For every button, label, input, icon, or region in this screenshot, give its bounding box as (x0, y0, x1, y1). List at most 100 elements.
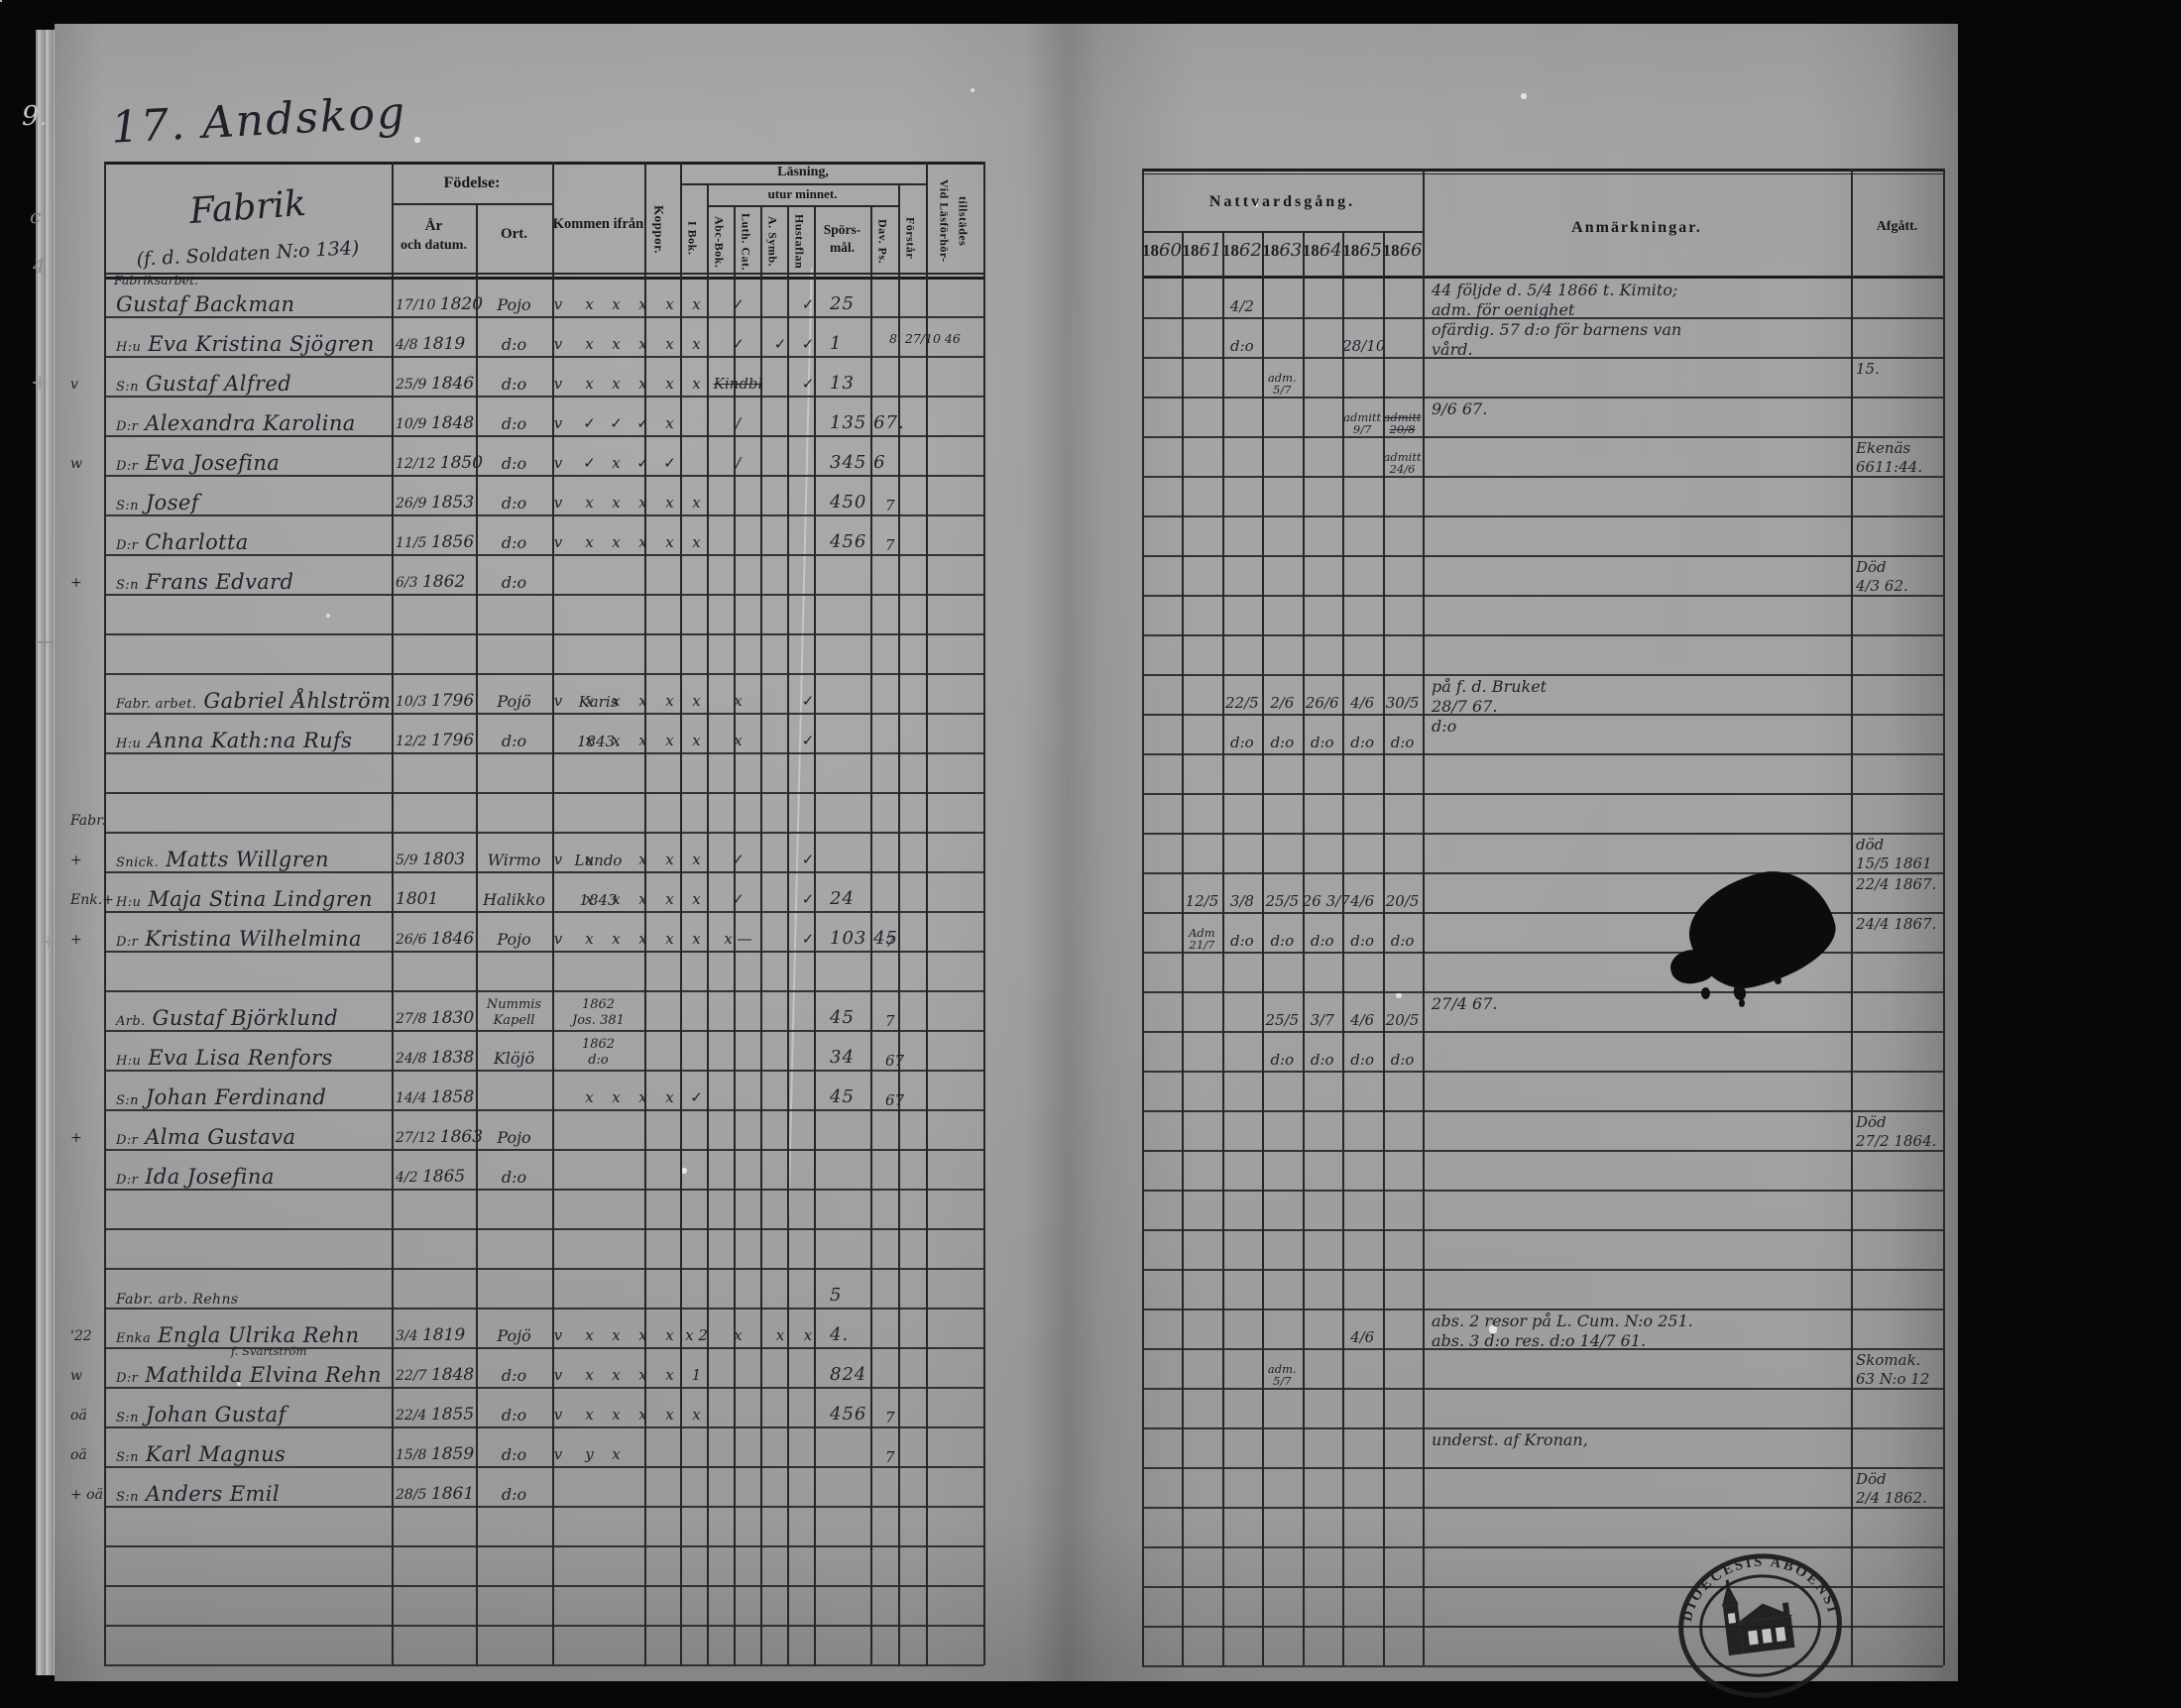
communion-date: 26 3/7 (1302, 892, 1350, 910)
reading-mark: x (638, 732, 647, 749)
table-row: 25/5 3/7 4/6 20/5 27/4 67. (1142, 991, 1945, 1031)
communion-date: 4/6 (1350, 1011, 1375, 1029)
communion-date: 30/5 (1385, 694, 1420, 712)
reading-mark: v (553, 375, 563, 393)
reading-mark: x (585, 1406, 594, 1423)
row-rule (1142, 1190, 1943, 1192)
reading-mark: x (692, 494, 701, 512)
attendance-number: 345 6 (830, 452, 886, 473)
name-prefix: D:r (116, 1371, 139, 1386)
table-row (104, 1545, 985, 1585)
reading-mark: x (665, 1088, 674, 1106)
birth-day-fraction: 28/5 (396, 1487, 431, 1503)
row-rule (1142, 436, 1943, 438)
row-rule (1142, 1071, 1943, 1073)
margin-mark: + (70, 932, 82, 948)
reading-mark: x (734, 692, 743, 710)
came-from: Karis (578, 693, 619, 711)
table-row (104, 1189, 985, 1228)
reading-mark: ✓ (690, 1088, 703, 1106)
margin-mark: Fabr. (70, 813, 106, 829)
rule (1423, 169, 1425, 1665)
attendance-number: 25 (830, 293, 855, 314)
rule (707, 205, 898, 207)
reading-mark: ✓ (732, 890, 745, 908)
birth-date: 28/5 1861 (396, 1484, 475, 1504)
birth-place: d:o (501, 1485, 527, 1504)
reading-mark: x (665, 1366, 674, 1384)
birth-place: Pojo (497, 295, 531, 314)
attendance-number-overflow: 7 (885, 933, 895, 951)
reading-mark: x (734, 732, 743, 749)
table-row: Död 4/3 62. (1142, 555, 1945, 595)
column-header-i-bok: I Bok. (685, 220, 700, 256)
birth-day-fraction: 22/7 (396, 1368, 431, 1384)
reading-mark: / (735, 414, 742, 432)
name-prefix: Snick. (116, 855, 160, 870)
table-row: adm. 5/7 Skomak. 63 N:o 12 (1142, 1348, 1945, 1388)
birth-day-fraction: 27/8 (396, 1011, 431, 1027)
reading-mark: x (665, 494, 674, 512)
attendance-number: 456 (830, 1404, 867, 1424)
communion-date: 4/6 (1350, 892, 1375, 910)
person-name: H:u Eva Kristina Sjögren (116, 332, 375, 356)
birth-day-fraction: 4/2 (396, 1170, 422, 1186)
attendance-number: 45 (830, 1086, 855, 1107)
table-row (1142, 1388, 1945, 1427)
reading-mark: ✓ (801, 851, 815, 868)
birth-day-fraction: 10/3 (396, 694, 431, 710)
birth-day-fraction: 27/12 (396, 1130, 440, 1146)
rule (1142, 276, 1945, 279)
reading-mark: x (638, 1326, 647, 1344)
communion-date: Adm 21/7 (1189, 925, 1215, 952)
birth-place: Halikko (483, 890, 545, 909)
name-prefix: S:n (116, 499, 139, 513)
column-header-koppor: Koppor. (651, 204, 667, 254)
year-handwritten: 60 (1159, 240, 1182, 261)
reading-mark: ✓ (801, 732, 815, 749)
reading-mark: x (612, 1326, 621, 1344)
row-rule (104, 316, 983, 318)
name-prefix: H:u (116, 895, 142, 910)
column-header-fabrik-sub: (f. d. Soldaten N:o 134) (136, 237, 360, 271)
came-from-2: Jos. 381 (572, 1013, 625, 1028)
rule (644, 162, 646, 1665)
communion-date: d:o (1270, 734, 1295, 751)
table-row: 4/6 abs. 2 resor på L. Cum. N:o 251. abs. … (1142, 1309, 1945, 1350)
remark: 27/4 67. (1432, 994, 1498, 1013)
birth-place: d:o (501, 1406, 527, 1424)
table-row: admitt 24/6 Ekenäs 6611:44. (1142, 436, 1945, 476)
column-header-utur-minnet: utur minnet. (767, 186, 838, 201)
table-row: + S:n Frans Edvard 6/3 1862 d:o (70, 554, 985, 594)
row-rule (104, 792, 983, 794)
margin-mark: + (70, 575, 82, 591)
rule (1142, 169, 1945, 171)
table-row: D:r Ida Josefina 4/2 1865 d:o (104, 1149, 985, 1189)
reading-mark: x (612, 494, 621, 512)
birth-date: 10/3 1796 (396, 691, 475, 711)
person-name: D:r Ida Josefina (116, 1165, 275, 1189)
row-rule (1142, 1665, 1943, 1667)
table-row (104, 1625, 985, 1664)
table-row (1142, 1071, 1945, 1110)
came-from: Lundo (574, 852, 623, 869)
name-prefix: Fabr. arbet. (116, 697, 197, 712)
table-row: oä S:n Johan Gustaf 22/4 1855 d:o v x x x x x 456 7 (70, 1387, 985, 1426)
row-rule (1142, 317, 1943, 319)
departed-note: Död 4/3 62. (1856, 558, 1908, 595)
reading-mark: / (735, 454, 742, 472)
attendance-number: 135 67. (830, 412, 905, 433)
birth-place: Pojö (497, 1326, 531, 1345)
name-prefix: Enka (116, 1331, 152, 1346)
reading-mark: x (775, 1326, 785, 1344)
reading-mark: x (665, 1326, 674, 1344)
departed-note: Död 27/2 1864. (1856, 1113, 1937, 1150)
ink-splatter (1775, 977, 1781, 984)
row-rule (104, 832, 983, 834)
reading-mark: x (665, 414, 674, 432)
reading-mark: x (665, 533, 674, 551)
row-rule (104, 673, 983, 675)
year-header: 1862 (1222, 240, 1262, 261)
person-name: S:n Johan Ferdinand (116, 1085, 327, 1109)
table-row: H:u Anna Kath:na Rufs 12/2 1796 d:o 1843. x x x… (104, 713, 985, 752)
